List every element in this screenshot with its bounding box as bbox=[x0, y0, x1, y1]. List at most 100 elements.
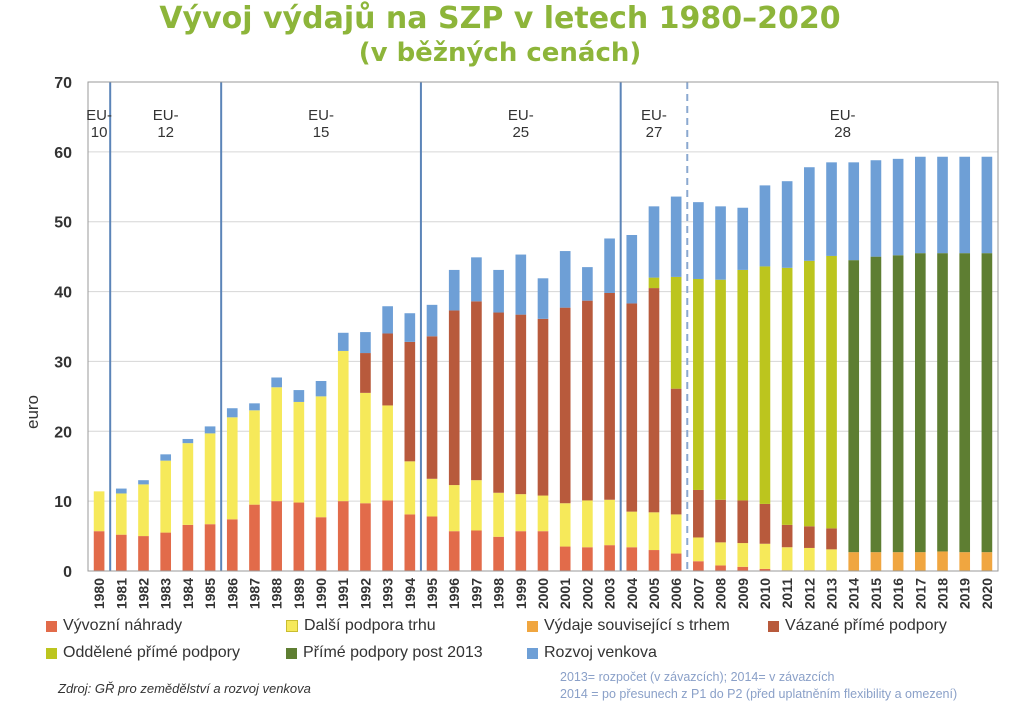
bar-segment bbox=[648, 550, 660, 571]
period-labels: EU-10 EU-12 EU-15 EU-25 EU-27 EU-28 bbox=[86, 107, 855, 141]
x-tick-label: 2003 bbox=[602, 578, 618, 609]
bar-segment bbox=[559, 503, 571, 547]
bar-segment bbox=[648, 288, 660, 513]
x-tick-label: 1995 bbox=[424, 578, 440, 609]
bar-segment bbox=[759, 266, 771, 504]
legend-swatch bbox=[527, 620, 538, 632]
bar-segment bbox=[493, 312, 504, 493]
x-tick-label: 2020 bbox=[979, 578, 995, 609]
x-tick-label: 2016 bbox=[890, 578, 906, 609]
x-tick-label: 1992 bbox=[357, 578, 373, 609]
bar-segment bbox=[426, 336, 438, 479]
x-tick-label: 1988 bbox=[269, 578, 285, 609]
bar-segment bbox=[115, 488, 127, 494]
x-tick-label: 1993 bbox=[380, 578, 396, 609]
bar-segment bbox=[582, 500, 593, 548]
x-tick-label: 1982 bbox=[136, 578, 152, 609]
legend-swatch bbox=[286, 647, 297, 659]
bar-segment bbox=[138, 484, 149, 537]
bar-segment bbox=[271, 501, 282, 571]
bar-segment bbox=[781, 181, 793, 268]
bar-segment bbox=[892, 255, 904, 553]
bar-segment bbox=[160, 454, 172, 461]
x-tick-label: 2019 bbox=[957, 578, 973, 609]
bar-segment bbox=[804, 547, 815, 571]
bar-segment bbox=[293, 502, 305, 571]
bar-segment bbox=[670, 553, 682, 571]
bar-segment bbox=[959, 253, 971, 553]
bar-segment bbox=[160, 532, 172, 571]
bar-segment bbox=[448, 310, 460, 486]
bar-segment bbox=[537, 278, 549, 319]
bar-segment bbox=[981, 552, 993, 571]
x-tick-label: 2013 bbox=[824, 578, 840, 609]
bar-segment bbox=[693, 489, 704, 538]
bar-segment bbox=[648, 277, 660, 289]
bar-segment bbox=[715, 499, 726, 543]
x-tick-label: 2010 bbox=[757, 578, 773, 609]
bar-segment bbox=[626, 511, 638, 548]
y-tick-label: 10 bbox=[54, 494, 72, 511]
x-tick-label: 1987 bbox=[247, 578, 263, 609]
bar-segment bbox=[781, 524, 793, 548]
bar-segment bbox=[537, 318, 549, 496]
legend-item: Přímé podpory post 2013 bbox=[286, 644, 483, 662]
bar-segment bbox=[870, 160, 882, 257]
bar-segment bbox=[293, 390, 305, 402]
bar-segment bbox=[626, 547, 638, 571]
legend-swatch bbox=[768, 620, 779, 632]
legend-swatch bbox=[286, 620, 298, 632]
bar-segment bbox=[382, 500, 393, 571]
bar-segment bbox=[138, 480, 149, 485]
bar-segment bbox=[426, 516, 438, 571]
bar-segment bbox=[471, 301, 482, 481]
legend-label: Další podpora trhu bbox=[304, 617, 436, 634]
bar-segment bbox=[737, 500, 749, 544]
bar-segment bbox=[382, 306, 393, 334]
y-tick-label: 60 bbox=[54, 145, 72, 162]
bar-segment bbox=[93, 491, 105, 532]
bar-segment bbox=[204, 524, 216, 571]
bar-segment bbox=[693, 202, 704, 279]
bar-segment bbox=[759, 185, 771, 267]
x-tick-label: 1996 bbox=[446, 578, 462, 609]
bar-segment bbox=[937, 253, 948, 552]
x-tick-label: 2005 bbox=[646, 578, 662, 609]
x-tick-labels: 1980 1981 1982 1983 1984 1985 1986 1987 1988 1989… bbox=[91, 578, 995, 609]
bar-segment bbox=[493, 492, 504, 537]
bar-segment bbox=[360, 353, 371, 393]
bar-segment bbox=[670, 276, 682, 389]
legend-label: Výdaje související s trhem bbox=[544, 617, 730, 634]
bar-segment bbox=[315, 396, 327, 518]
legend-label: Přímé podpory post 2013 bbox=[303, 644, 483, 661]
bar-segment bbox=[249, 410, 260, 505]
bar-segment bbox=[471, 480, 482, 531]
x-tick-label: 2002 bbox=[579, 578, 595, 609]
period-label: EU-12 bbox=[153, 107, 179, 141]
bar-segment bbox=[115, 493, 127, 535]
x-tick-label: 2008 bbox=[713, 578, 729, 609]
bar-segment bbox=[426, 304, 438, 337]
bar-segment bbox=[626, 234, 638, 304]
bar-segment bbox=[471, 257, 482, 302]
bar-segment bbox=[892, 158, 904, 256]
source-note: Zdroj: GŘ pro zemědělství a rozvoj venko… bbox=[58, 681, 311, 696]
bar-segment bbox=[759, 503, 771, 544]
bar-segment bbox=[981, 156, 993, 254]
bar-segment bbox=[404, 461, 416, 515]
bar-segment bbox=[626, 303, 638, 512]
legend-label: Oddělené přímé podpory bbox=[63, 644, 240, 661]
bar-segment bbox=[826, 549, 837, 571]
bar-segment bbox=[337, 350, 349, 502]
y-tick-label: 40 bbox=[54, 285, 72, 302]
bar-segment bbox=[404, 341, 416, 462]
period-label: EU-28 bbox=[830, 107, 856, 141]
y-axis-label: euro bbox=[23, 395, 42, 429]
bar-segment bbox=[914, 156, 926, 254]
bar-segment bbox=[870, 552, 882, 571]
bar-segment bbox=[315, 380, 327, 397]
bar-segment bbox=[360, 392, 371, 504]
y-tick-label: 50 bbox=[54, 215, 72, 232]
bar-segment bbox=[160, 460, 172, 533]
bar-segment bbox=[826, 528, 837, 550]
